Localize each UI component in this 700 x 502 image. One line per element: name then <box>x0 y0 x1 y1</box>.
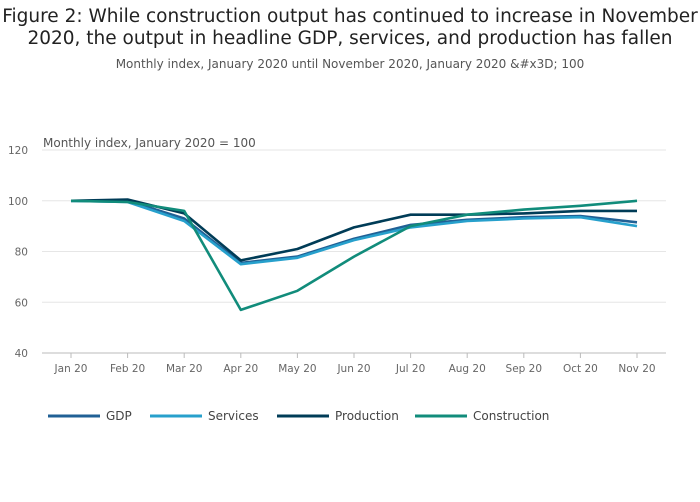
y-tick-label: 120 <box>8 145 28 157</box>
legend-label: Services <box>208 409 259 423</box>
x-tick-label: Jul 20 <box>395 363 425 375</box>
chart-subtitle: Monthly index, January 2020 until Novemb… <box>115 57 585 71</box>
x-tick-label: Mar 20 <box>166 363 203 375</box>
series-lines <box>70 198 638 312</box>
y-tick-label: 80 <box>15 247 28 259</box>
legend: GDP Services Production Construction <box>48 409 549 423</box>
legend-label: GDP <box>106 409 132 423</box>
y-tick-label: 40 <box>15 348 28 360</box>
x-tick-label: Feb 20 <box>110 363 145 375</box>
x-tick-label: Jan 20 <box>54 363 88 375</box>
series-line-gdp <box>71 199 638 265</box>
x-tick-label: Apr 20 <box>223 363 258 375</box>
series-line-construction <box>70 199 638 312</box>
chart-title: Figure 2: While construction output has … <box>2 6 698 49</box>
x-tick-label: Jun 20 <box>336 363 370 375</box>
y-axis-ticks: 40 60 80 100 120 <box>8 145 28 360</box>
x-tick-label: Aug 20 <box>449 363 486 375</box>
legend-label: Production <box>335 409 399 423</box>
y-tick-label: 60 <box>15 297 28 309</box>
x-axis-ticks: Jan 20 Feb 20 Mar 20 Apr 20 May 20 Jun 20 Jul … <box>54 353 656 375</box>
x-tick-label: Nov 20 <box>618 363 655 375</box>
y-axis-label: Monthly index, January 2020 = 100 <box>43 136 256 150</box>
y-tick-label: 100 <box>8 196 28 208</box>
x-tick-label: Sep 20 <box>506 363 543 375</box>
x-tick-label: May 20 <box>278 363 316 375</box>
x-tick-label: Oct 20 <box>563 363 598 375</box>
gridlines <box>42 149 666 354</box>
legend-label: Construction <box>473 409 549 423</box>
series-line-services <box>70 199 638 266</box>
